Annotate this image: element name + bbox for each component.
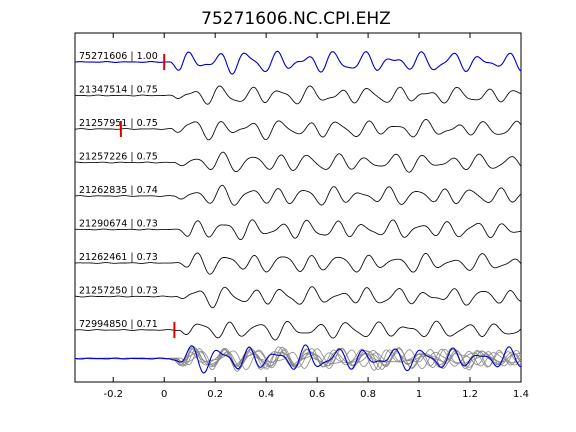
x-axis: -0.2 0 0.2 0.4 0.6 0.8 1 1.2 1.4 [103, 33, 529, 400]
plot-frame [74, 32, 522, 383]
trace-line-75271606 [74, 50, 522, 75]
stack-trace-21257951 [75, 348, 522, 372]
trace-line-21290674 [75, 219, 522, 241]
x-tick-label-3: 0.4 [258, 389, 274, 400]
stack-overlay-group [74, 344, 522, 374]
x-tick-label-5: 0.8 [360, 389, 376, 400]
trace-label-75271606: 75271606 | 1.00 [79, 51, 158, 62]
trace-label-21262461: 21262461 | 0.73 [79, 252, 158, 263]
pick-marker-group [119, 54, 176, 338]
trace-line-21262835 [74, 184, 522, 206]
trace-label-21262835: 21262835 | 0.74 [79, 185, 158, 196]
trace-line-21257951 [75, 118, 522, 141]
trace-label-21290674: 21290674 | 0.73 [79, 219, 158, 230]
trace-label-group: 75271606 | 1.00 21347514 | 0.75 21257951 |… [79, 51, 158, 330]
x-tick-label-8: 1.4 [513, 389, 529, 400]
trace-line-21262461 [75, 252, 522, 275]
x-tick-label-6: 1 [416, 389, 422, 400]
trace-label-72994850: 72994850 | 0.71 [79, 319, 158, 330]
x-tick-label-2: 0.2 [207, 389, 223, 400]
trace-label-21347514: 21347514 | 0.75 [79, 85, 158, 96]
trace-line-72994850 [75, 320, 522, 341]
trace-line-21257250 [75, 286, 522, 309]
trace-label-21257951: 21257951 | 0.75 [79, 118, 158, 129]
x-tick-label-7: 1.2 [462, 389, 478, 400]
trace-line-21257226 [75, 151, 522, 173]
chart-title: 75271606.NC.CPI.EHZ [201, 9, 391, 29]
x-tick-label-0: -0.2 [103, 389, 123, 400]
trace-group [74, 50, 522, 341]
trace-label-21257250: 21257250 | 0.73 [79, 286, 158, 297]
trace-line-21347514 [75, 85, 522, 105]
x-tick-label-4: 0.6 [309, 389, 325, 400]
trace-label-21257226: 21257226 | 0.75 [79, 152, 158, 163]
x-tick-label-1: 0 [161, 389, 167, 400]
stack-trace-75271606 [74, 344, 522, 374]
